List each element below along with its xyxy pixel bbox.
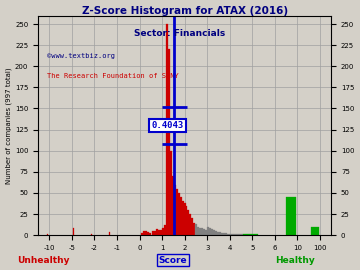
- Bar: [231, 234, 233, 235]
- Bar: [199, 228, 201, 235]
- Bar: [170, 151, 172, 235]
- Bar: [109, 232, 111, 235]
- Bar: [311, 227, 319, 235]
- Bar: [145, 231, 147, 235]
- Bar: [252, 234, 258, 235]
- Bar: [195, 224, 197, 235]
- Bar: [174, 184, 176, 235]
- Y-axis label: Number of companies (997 total): Number of companies (997 total): [5, 67, 12, 184]
- Bar: [91, 234, 93, 235]
- Bar: [217, 232, 219, 235]
- Bar: [229, 234, 231, 235]
- Bar: [207, 227, 209, 235]
- Bar: [201, 228, 203, 235]
- Bar: [158, 230, 160, 235]
- Bar: [239, 234, 242, 235]
- Bar: [141, 233, 143, 235]
- Bar: [168, 49, 170, 235]
- Bar: [73, 228, 75, 235]
- Bar: [166, 24, 168, 235]
- Text: ©www.textbiz.org: ©www.textbiz.org: [47, 53, 115, 59]
- Bar: [237, 234, 239, 235]
- Bar: [203, 229, 205, 235]
- Bar: [178, 193, 180, 235]
- Bar: [154, 231, 156, 235]
- Text: Unhealthy: Unhealthy: [17, 256, 69, 265]
- Bar: [248, 234, 249, 235]
- Bar: [286, 197, 296, 235]
- Bar: [221, 233, 223, 235]
- Bar: [193, 222, 195, 235]
- Bar: [235, 234, 237, 235]
- Text: Healthy: Healthy: [275, 256, 315, 265]
- Bar: [47, 234, 49, 235]
- Title: Z-Score Histogram for ATAX (2016): Z-Score Histogram for ATAX (2016): [82, 6, 288, 16]
- Bar: [185, 206, 187, 235]
- Bar: [211, 229, 213, 235]
- Bar: [147, 232, 149, 235]
- Bar: [233, 234, 235, 235]
- Bar: [227, 234, 229, 235]
- Bar: [215, 231, 217, 235]
- Bar: [180, 197, 183, 235]
- Bar: [219, 232, 221, 235]
- Bar: [156, 229, 158, 235]
- Text: Score: Score: [158, 256, 187, 265]
- Bar: [189, 214, 191, 235]
- Bar: [246, 234, 248, 235]
- Bar: [149, 233, 151, 235]
- Bar: [160, 230, 162, 235]
- Bar: [205, 230, 207, 235]
- Bar: [152, 231, 154, 235]
- Bar: [184, 203, 186, 235]
- Bar: [243, 234, 246, 235]
- Bar: [164, 225, 166, 235]
- Bar: [209, 228, 211, 235]
- Bar: [172, 176, 174, 235]
- Bar: [176, 189, 178, 235]
- Bar: [197, 227, 199, 235]
- Bar: [143, 231, 145, 235]
- Bar: [162, 228, 164, 235]
- Bar: [225, 233, 227, 235]
- Bar: [213, 230, 215, 235]
- Bar: [183, 201, 184, 235]
- Bar: [249, 234, 252, 235]
- Text: 0.4043: 0.4043: [152, 121, 184, 130]
- Bar: [223, 233, 225, 235]
- Bar: [191, 218, 193, 235]
- Bar: [187, 210, 189, 235]
- Text: Sector: Financials: Sector: Financials: [134, 29, 226, 38]
- Bar: [242, 234, 243, 235]
- Text: The Research Foundation of SUNY: The Research Foundation of SUNY: [47, 73, 179, 79]
